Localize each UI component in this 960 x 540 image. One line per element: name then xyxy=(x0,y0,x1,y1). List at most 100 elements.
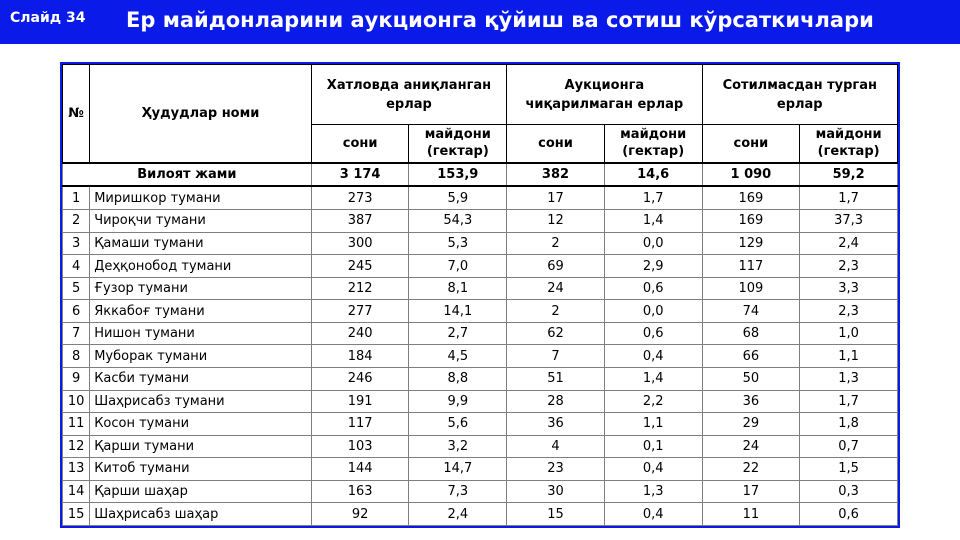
value-cell: 184 xyxy=(310,344,410,369)
title-bar: Слайд 34 Ер майдонларини аукционга қўйиш… xyxy=(0,0,960,44)
value-cell: 0,6 xyxy=(603,276,703,301)
value-cell: 1,4 xyxy=(603,367,703,391)
value-cell: 4 xyxy=(506,434,605,459)
table-row: 14 Қарши шаҳар 163 7,3 30 1,3 17 0,3 xyxy=(61,479,898,504)
row-number: 9 xyxy=(61,367,91,391)
value-cell: 22 xyxy=(701,457,801,481)
value-cell: 2,9 xyxy=(603,254,703,278)
value-cell: 7 xyxy=(506,344,605,369)
value-cell: 69 xyxy=(506,254,605,278)
value-cell: 2 xyxy=(506,231,605,256)
total-label: Вилоят жами xyxy=(62,161,312,188)
value-cell: 14,1 xyxy=(408,299,508,323)
row-number: 1 xyxy=(61,185,91,211)
table-row: 2 Чироқчи тумани 387 54,3 12 1,4 169 37,3 xyxy=(61,209,898,233)
value-cell: 36 xyxy=(701,389,801,414)
value-cell: 62 xyxy=(506,321,605,346)
total-cell: 153,9 xyxy=(408,161,508,188)
row-number: 2 xyxy=(61,209,91,233)
value-cell: 2,2 xyxy=(603,389,703,414)
region-name: Миришкор тумани xyxy=(89,185,312,211)
value-cell: 1,3 xyxy=(799,367,898,391)
value-cell: 0,0 xyxy=(603,299,703,323)
value-cell: 1,4 xyxy=(603,209,703,233)
value-cell: 246 xyxy=(310,367,410,391)
total-cell: 1 090 xyxy=(701,161,801,188)
value-cell: 117 xyxy=(701,254,801,278)
value-cell: 1,3 xyxy=(603,479,703,504)
row-number: 14 xyxy=(61,479,91,504)
value-cell: 8,8 xyxy=(408,367,508,391)
region-name: Касби тумани xyxy=(89,367,312,391)
value-cell: 117 xyxy=(310,412,410,436)
value-cell: 66 xyxy=(701,344,801,369)
value-cell: 0,6 xyxy=(799,502,898,526)
row-number: 6 xyxy=(61,299,91,323)
table-row: 1 Миришкор тумани 273 5,9 17 1,7 169 1,7 xyxy=(61,185,898,211)
table-row: 11 Косон тумани 117 5,6 36 1,1 29 1,8 xyxy=(61,412,898,436)
total-cell: 59,2 xyxy=(799,161,898,188)
slide-number: Слайд 34 xyxy=(10,10,86,26)
header-area: майдони (гектар) xyxy=(603,124,703,163)
header-count: сони xyxy=(506,124,605,163)
value-cell: 0,4 xyxy=(603,344,703,369)
row-number: 3 xyxy=(61,231,91,256)
value-cell: 387 xyxy=(310,209,410,233)
header-area: майдони (гектар) xyxy=(408,124,508,163)
row-number: 15 xyxy=(61,502,91,526)
value-cell: 1,1 xyxy=(799,344,898,369)
slide-title: Ер майдонларини аукционга қўйиш ва сотиш… xyxy=(126,8,874,32)
value-cell: 5,6 xyxy=(408,412,508,436)
value-cell: 24 xyxy=(506,276,605,301)
row-number: 10 xyxy=(61,389,91,414)
region-name: Китоб тумани xyxy=(89,457,312,481)
header-count: сони xyxy=(310,124,410,163)
table-row: 13 Китоб тумани 144 14,7 23 0,4 22 1,5 xyxy=(61,457,898,481)
region-name: Косон тумани xyxy=(89,412,312,436)
value-cell: 51 xyxy=(506,367,605,391)
header-group-unsold: Сотилмасдан турган ерлар xyxy=(701,64,899,125)
value-cell: 1,7 xyxy=(603,185,703,211)
table-row: 15 Шаҳрисабз шаҳар 92 2,4 15 0,4 11 0,6 xyxy=(61,502,898,526)
table-row: 8 Муборак тумани 184 4,5 7 0,4 66 1,1 xyxy=(61,344,898,369)
value-cell: 1,1 xyxy=(603,412,703,436)
value-cell: 3,3 xyxy=(799,276,898,301)
value-cell: 1,7 xyxy=(799,185,898,211)
value-cell: 74 xyxy=(701,299,801,323)
value-cell: 5,3 xyxy=(408,231,508,256)
total-cell: 382 xyxy=(506,161,605,188)
row-number: 4 xyxy=(61,254,91,278)
total-cell: 3 174 xyxy=(310,161,410,188)
header-row-1: № Ҳудудлар номи Хатловда аниқланган ерла… xyxy=(61,64,899,163)
header-group-identified: Хатловда аниқланган ерлар xyxy=(310,64,508,125)
value-cell: 300 xyxy=(310,231,410,256)
region-name: Қарши тумани xyxy=(89,434,312,459)
value-cell: 144 xyxy=(310,457,410,481)
header-group-not-auctioned: Аукционга чиқарилмаган ерлар xyxy=(506,64,703,125)
value-cell: 14,7 xyxy=(408,457,508,481)
row-number: 7 xyxy=(61,321,91,346)
value-cell: 2,7 xyxy=(408,321,508,346)
value-cell: 109 xyxy=(701,276,801,301)
table-row: 3 Қамаши тумани 300 5,3 2 0,0 129 2,4 xyxy=(61,231,898,256)
value-cell: 8,1 xyxy=(408,276,508,301)
value-cell: 50 xyxy=(701,367,801,391)
value-cell: 163 xyxy=(310,479,410,504)
value-cell: 17 xyxy=(506,185,605,211)
table-row: 4 Деҳқонобод тумани 245 7,0 69 2,9 117 2,3 xyxy=(61,254,898,278)
value-cell: 0,6 xyxy=(603,321,703,346)
value-cell: 29 xyxy=(701,412,801,436)
value-cell: 68 xyxy=(701,321,801,346)
value-cell: 169 xyxy=(701,185,801,211)
row-number: 8 xyxy=(61,344,91,369)
value-cell: 0,1 xyxy=(603,434,703,459)
value-cell: 2,4 xyxy=(408,502,508,526)
row-number: 12 xyxy=(61,434,91,459)
table-row: 9 Касби тумани 246 8,8 51 1,4 50 1,3 xyxy=(61,367,898,391)
value-cell: 240 xyxy=(310,321,410,346)
value-cell: 1,7 xyxy=(799,389,898,414)
value-cell: 15 xyxy=(506,502,605,526)
value-cell: 7,3 xyxy=(408,479,508,504)
table-row: 10 Шаҳрисабз тумани 191 9,9 28 2,2 36 1,7 xyxy=(61,389,898,414)
region-name: Муборак тумани xyxy=(89,344,312,369)
